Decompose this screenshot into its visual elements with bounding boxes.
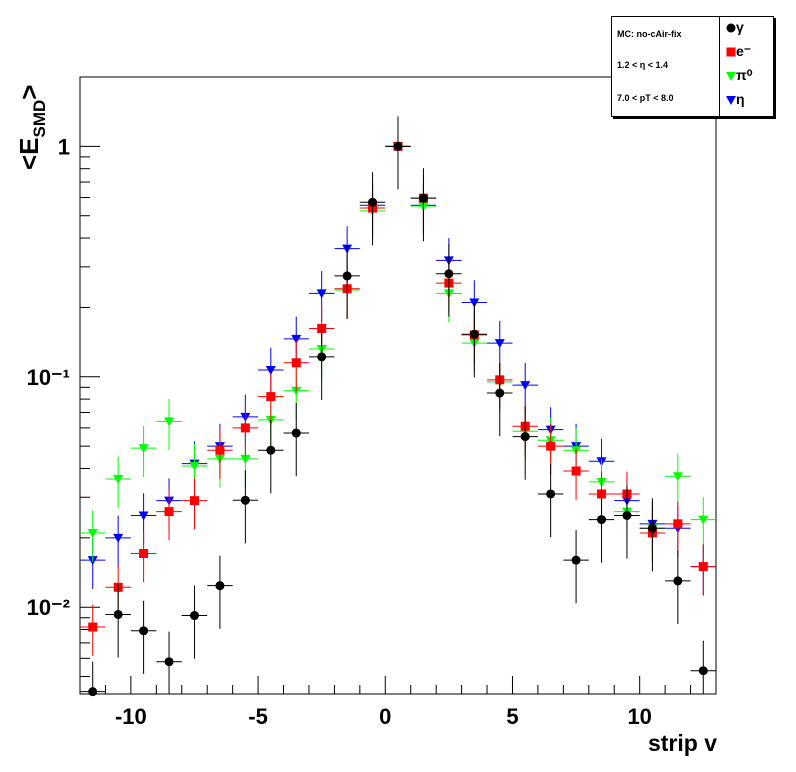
x-tick-label: 10 <box>627 704 651 729</box>
data-point <box>571 466 581 476</box>
data-point <box>597 515 607 525</box>
data-point <box>469 298 480 308</box>
data-point <box>215 581 225 591</box>
plot-frame <box>79 76 717 695</box>
data-point <box>546 441 556 451</box>
y-tick-labels: 10⁻² 10⁻¹ 1 <box>27 134 70 620</box>
data-point <box>240 454 251 464</box>
data-point <box>240 495 250 505</box>
data-point <box>494 339 505 349</box>
y-axis-label: <ESMD> <box>14 85 49 171</box>
data-point <box>571 555 581 565</box>
data-point <box>291 334 302 344</box>
series-1 <box>80 124 716 656</box>
series-3 <box>80 124 716 596</box>
legend-marker-gamma-icon <box>726 23 736 33</box>
data-point <box>418 193 428 203</box>
data-point <box>189 611 199 621</box>
data-point <box>520 432 530 442</box>
data-point <box>240 423 250 433</box>
legend-marker-eta-icon <box>726 96 736 105</box>
data-point <box>189 461 200 471</box>
y-tick-label: 1 <box>58 134 70 159</box>
data-point <box>647 523 657 533</box>
data-point <box>469 329 479 339</box>
x-tick-label: -5 <box>248 704 268 729</box>
data-point <box>189 496 199 506</box>
data-point <box>113 609 123 619</box>
data-point <box>138 511 149 521</box>
legend-label-pi0: π⁰ <box>736 67 753 83</box>
data-point <box>673 519 683 529</box>
legend-marker-electron-icon <box>726 47 736 57</box>
data-point <box>266 445 276 455</box>
legend-info-mc: MC: no-cAir-fix <box>617 29 682 39</box>
data-point <box>164 657 174 667</box>
data-point <box>113 533 124 543</box>
data-point <box>88 622 98 632</box>
data-point <box>342 271 352 281</box>
legend-divider <box>719 17 720 116</box>
series-0 <box>80 116 716 697</box>
legend-label-gamma: γ <box>736 19 744 35</box>
x-tick-label: 5 <box>506 704 518 729</box>
y-tick-label: 10⁻² <box>27 595 70 620</box>
x-tick-label: -10 <box>115 704 147 729</box>
legend-label-eta: η <box>736 91 745 107</box>
data-point <box>164 507 174 517</box>
data-point <box>139 626 149 636</box>
legend-marker-pi0-icon <box>726 72 736 81</box>
data-point <box>368 197 378 207</box>
legend-box: MC: no-cAir-fix 1.2 < η < 1.4 7.0 < pT <… <box>611 16 774 117</box>
data-point <box>138 444 149 454</box>
data-point <box>622 510 632 520</box>
series-2 <box>80 124 716 562</box>
data-point <box>317 352 327 362</box>
legend-info-eta: 1.2 < η < 1.4 <box>617 60 669 70</box>
data-point <box>291 428 301 438</box>
legend-label-electron: e⁻ <box>736 43 752 59</box>
data-point <box>265 366 276 376</box>
data-point <box>673 576 683 586</box>
data-point <box>393 141 403 151</box>
data-point <box>215 445 225 455</box>
data-point <box>672 472 683 482</box>
data-point <box>698 666 708 676</box>
x-tick-label: 0 <box>379 704 391 729</box>
data-series <box>80 116 716 697</box>
data-point <box>266 392 276 402</box>
data-point <box>88 687 98 697</box>
y-tick-label: 10⁻¹ <box>27 365 70 390</box>
x-axis-label: strip v <box>648 730 717 756</box>
data-point <box>113 475 124 485</box>
data-point <box>520 381 531 391</box>
data-point <box>164 417 175 427</box>
legend-info-pt: 7.0 < pT < 8.0 <box>617 93 674 103</box>
data-point <box>698 515 709 525</box>
data-point <box>87 528 98 538</box>
x-tick-labels: -10 -5 0 5 10 <box>115 704 652 729</box>
data-point <box>316 289 327 299</box>
data-point <box>139 549 149 559</box>
axis-ticks <box>79 76 717 694</box>
data-point <box>698 562 708 572</box>
data-point <box>546 489 556 499</box>
data-point <box>495 388 505 398</box>
data-point <box>444 269 454 279</box>
data-point <box>291 358 301 368</box>
